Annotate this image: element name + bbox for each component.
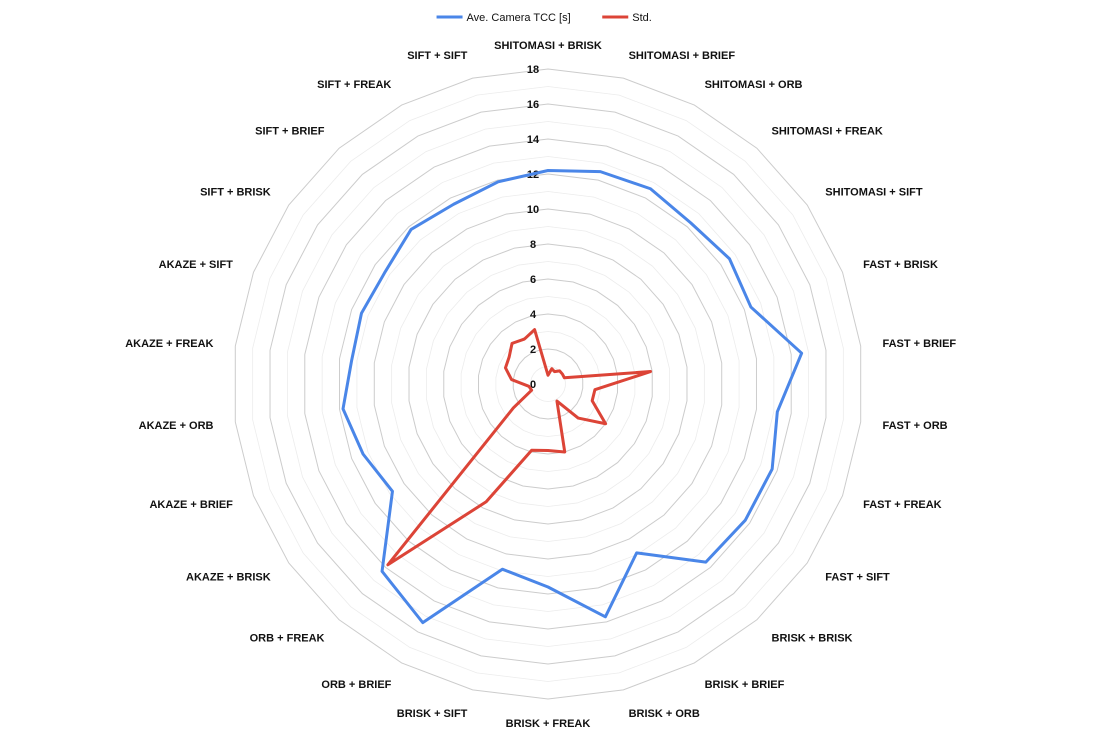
legend-item-ave-camera-tcc-s[interactable]: Ave. Camera TCC [s] — [436, 12, 571, 24]
category-label-fast-orb: FAST + ORB — [883, 420, 948, 432]
category-label-sift-sift: SIFT + SIFT — [407, 50, 467, 62]
grid-ring — [425, 261, 671, 507]
grid-ring — [234, 68, 862, 700]
grid-ring — [443, 278, 653, 490]
category-label-orb-freak: ORB + FREAK — [250, 633, 325, 645]
category-label-fast-brisk: FAST + BRISK — [863, 259, 938, 271]
legend-label: Std. — [632, 12, 652, 24]
grid-ring — [269, 103, 827, 665]
category-label-sift-brisk: SIFT + BRISK — [200, 186, 271, 198]
grid-ring — [495, 331, 601, 437]
legend: Ave. Camera TCC [s] Std. — [436, 12, 652, 24]
category-label-fast-brief: FAST + BRIEF — [883, 338, 957, 350]
category-label-akaze-sift: AKAZE + SIFT — [159, 259, 234, 271]
category-label-sift-freak: SIFT + FREAK — [317, 79, 391, 91]
category-label-sift-brief: SIFT + BRIEF — [255, 125, 325, 137]
grid-ring — [460, 296, 636, 472]
r-tick-label: 10 — [527, 204, 539, 216]
category-label-shitomasi-brief: SHITOMASI + BRIEF — [629, 50, 736, 62]
series-line-ave-camera-tcc-s — [341, 169, 804, 625]
category-labels: SHITOMASI + BRISK SHITOMASI + BRIEF SHITOM… — [125, 40, 956, 730]
r-tick-label: 4 — [530, 309, 537, 321]
category-label-akaze-freak: AKAZE + FREAK — [125, 338, 213, 350]
category-label-fast-sift: FAST + SIFT — [825, 572, 890, 584]
grid-ring — [287, 121, 809, 647]
category-label-akaze-brief: AKAZE + BRIEF — [149, 499, 233, 511]
category-label-shitomasi-sift: SHITOMASI + SIFT — [825, 186, 923, 198]
category-label-akaze-brisk: AKAZE + BRISK — [186, 572, 271, 584]
grid-ring — [321, 156, 775, 612]
grid-ring — [252, 86, 844, 682]
category-label-brisk-freak: BRISK + FREAK — [506, 718, 591, 730]
category-label-brisk-sift: BRISK + SIFT — [397, 708, 468, 720]
category-label-brisk-brisk: BRISK + BRISK — [772, 633, 853, 645]
r-tick-label: 16 — [527, 99, 539, 111]
category-label-fast-freak: FAST + FREAK — [863, 499, 942, 511]
category-label-brisk-orb: BRISK + ORB — [629, 708, 700, 720]
category-label-brisk-brief: BRISK + BRIEF — [705, 679, 785, 691]
series-line-std — [386, 328, 652, 567]
grid-ring — [478, 313, 618, 455]
r-tick-label: 6 — [530, 274, 536, 286]
grid-ring — [391, 226, 705, 542]
grid-ring — [304, 138, 792, 630]
category-label-shitomasi-brisk: SHITOMASI + BRISK — [494, 40, 602, 52]
category-label-akaze-orb: AKAZE + ORB — [139, 420, 214, 432]
r-tick-label: 0 — [530, 379, 536, 391]
grid-ring — [339, 173, 757, 595]
category-label-shitomasi-freak: SHITOMASI + FREAK — [772, 125, 883, 137]
radar-grid — [234, 68, 862, 700]
r-tick-label: 8 — [530, 239, 536, 251]
grid-ring — [512, 348, 584, 420]
r-tick-label: 18 — [527, 64, 539, 76]
legend-label: Ave. Camera TCC [s] — [467, 12, 571, 24]
category-label-orb-brief: ORB + BRIEF — [321, 679, 391, 691]
grid-ring — [408, 243, 688, 525]
series-lines — [341, 169, 804, 625]
legend-item-std[interactable]: Std. — [602, 12, 652, 24]
r-tick-label: 2 — [530, 344, 536, 356]
grid-ring — [356, 191, 740, 577]
r-tick-label: 14 — [527, 134, 540, 146]
category-label-shitomasi-orb: SHITOMASI + ORB — [705, 79, 803, 91]
grid-ring — [373, 208, 723, 560]
